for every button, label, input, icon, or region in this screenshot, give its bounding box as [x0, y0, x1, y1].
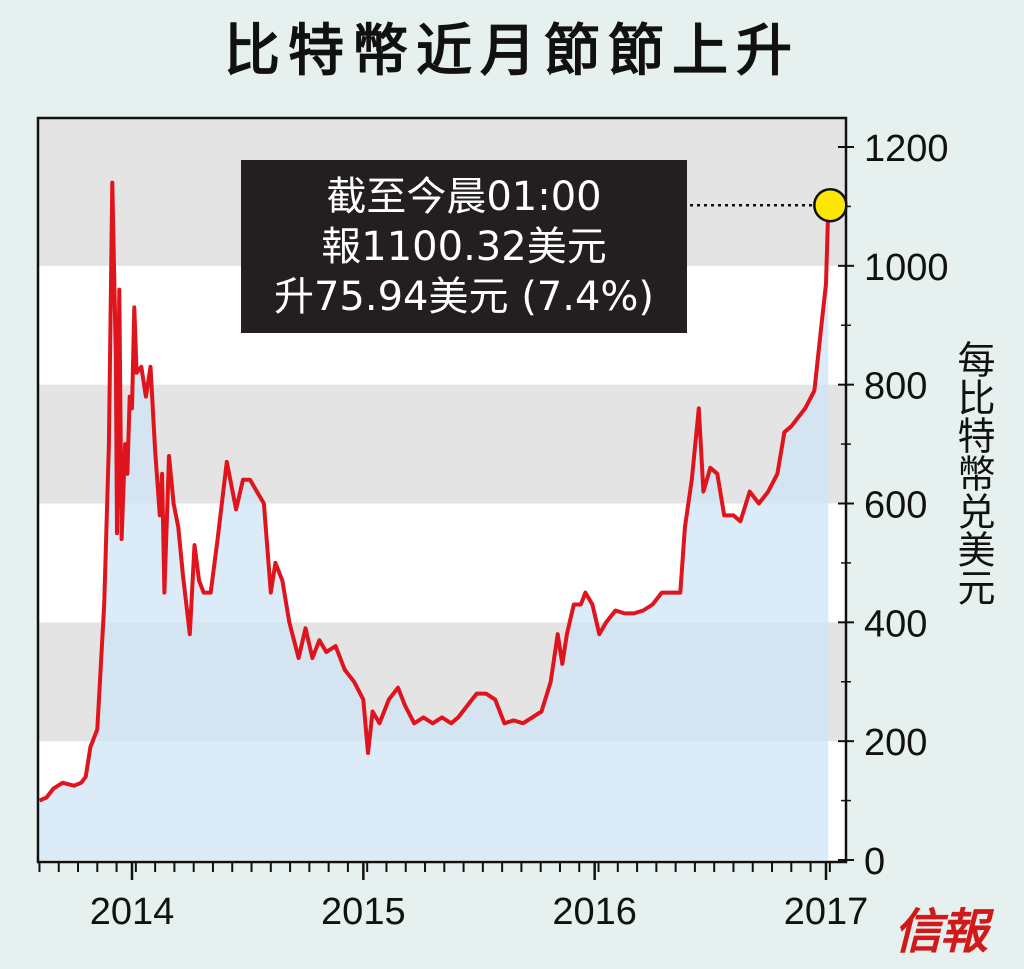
x-tick-label: 2016: [552, 891, 637, 933]
chart-title: 比特幣近月節節上升: [224, 19, 800, 84]
series-area: [39, 182, 829, 861]
y-tick-label: 0: [864, 841, 885, 883]
annotation-callout: 截至今晨01:00 報1100.32美元 升75.94美元 (7.4%): [241, 160, 687, 333]
x-tick-label: 2017: [784, 891, 869, 933]
y-tick-label: 1000: [864, 247, 949, 289]
y-tick-label: 200: [864, 722, 927, 764]
annotation-marker: [813, 187, 848, 223]
grid-band: [38, 118, 846, 147]
series-line: [38, 180, 831, 803]
y-axis-label: 每比特幣兑美元: [951, 340, 995, 606]
y-tick-label: 600: [864, 485, 927, 527]
plot-frame: [36, 116, 848, 864]
publisher-logo: 信報: [894, 904, 988, 960]
x-tick-label: 2014: [90, 891, 175, 933]
y-tick-label: 400: [864, 603, 927, 645]
annotation-line-3: 升75.94美元 (7.4%): [273, 274, 655, 320]
y-tick-label: 1200: [864, 128, 949, 170]
y-tick-label: 800: [864, 366, 927, 408]
annotation-line-2: 報1100.32美元: [321, 224, 607, 270]
annotation-line-1: 截至今晨01:00: [326, 174, 602, 220]
x-tick-label: 2015: [321, 891, 406, 933]
